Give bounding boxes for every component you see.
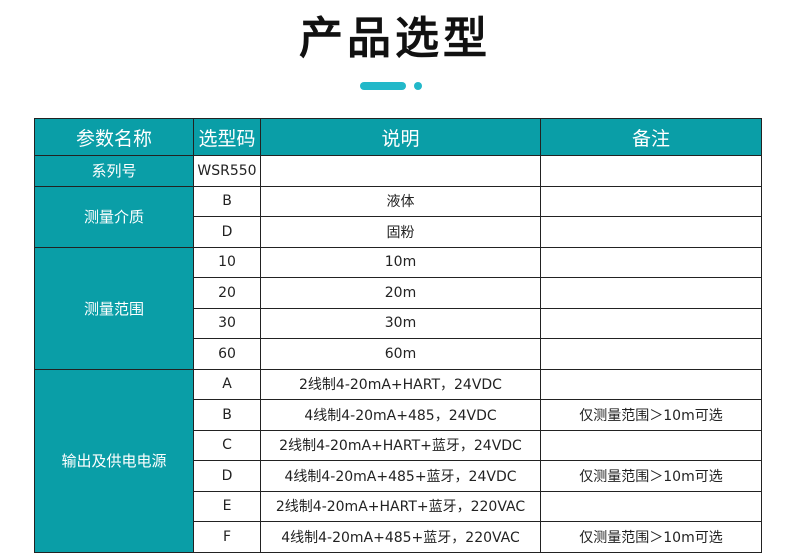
description-cell: 4线制4-20mA+485+蓝牙，220VAC (260, 521, 541, 553)
note-cell: 仅测量范围＞10m可选 (540, 399, 762, 431)
header-note: 备注 (540, 118, 762, 156)
table-row: 系列号 WSR550 (34, 155, 762, 187)
description-cell: 4线制4-20mA+485，24VDC (260, 399, 541, 431)
note-cell: 仅测量范围＞10m可选 (540, 460, 762, 492)
param-name: 测量介质 (34, 185, 194, 248)
description-cell (260, 155, 541, 187)
code-cell: D (193, 460, 261, 492)
table-row: 30 30m (35, 307, 762, 339)
note-cell (540, 155, 762, 187)
param-name: 系列号 (34, 155, 194, 187)
page-title: 产品选型 (299, 13, 491, 64)
description-cell: 20m (260, 277, 541, 309)
code-cell: 20 (193, 277, 261, 309)
note-cell (540, 185, 762, 217)
description-cell: 2线制4-20mA+HART+蓝牙，220VAC (260, 490, 541, 522)
table-row: 测量范围 10 10m (34, 246, 762, 370)
selection-table: 参数名称 选型码 说明 备注 系列号 WSR550 测量介质 B 液体 D 固粉 测量范围… (34, 118, 762, 553)
table-row: 60 60m (35, 338, 762, 370)
code-cell: D (193, 216, 261, 248)
note-cell (540, 277, 762, 309)
note-cell (540, 307, 762, 339)
description-cell: 4线制4-20mA+485+蓝牙，24VDC (260, 460, 541, 492)
code-cell: 60 (193, 338, 261, 370)
header-param-name: 参数名称 (34, 118, 194, 156)
code-cell: 10 (193, 246, 261, 278)
note-cell (540, 490, 762, 522)
table-row: 输出及供电电源 A 2线制4-20mA+HART，24VDC (34, 368, 762, 553)
description-cell: 60m (260, 338, 541, 370)
table-row: 测量介质 B 液体 (34, 185, 762, 248)
table-row: F 4线制4-20mA+485+蓝牙，220VAC 仅测量范围＞10m可选 (35, 521, 762, 553)
code-cell: A (193, 368, 261, 400)
description-cell: 固粉 (260, 216, 541, 248)
note-cell (540, 338, 762, 370)
note-cell: 仅测量范围＞10m可选 (540, 521, 762, 553)
description-cell: 30m (260, 307, 541, 339)
code-cell: WSR550 (193, 155, 261, 187)
code-cell: 30 (193, 307, 261, 339)
code-cell: B (193, 185, 261, 217)
table-row: E 2线制4-20mA+HART+蓝牙，220VAC (35, 490, 762, 522)
note-cell (540, 429, 762, 461)
description-cell: 液体 (260, 185, 541, 217)
code-cell: E (193, 490, 261, 522)
decorative-bar (360, 82, 406, 90)
header-code: 选型码 (193, 118, 261, 156)
code-cell: F (193, 521, 261, 553)
description-cell: 2线制4-20mA+HART，24VDC (260, 368, 541, 400)
param-name: 测量范围 (34, 246, 194, 370)
table-row: B 4线制4-20mA+485，24VDC 仅测量范围＞10m可选 (35, 399, 762, 431)
description-cell: 2线制4-20mA+HART+蓝牙，24VDC (260, 429, 541, 461)
code-cell: C (193, 429, 261, 461)
table-row: C 2线制4-20mA+HART+蓝牙，24VDC (35, 429, 762, 461)
table-row: D 4线制4-20mA+485+蓝牙，24VDC 仅测量范围＞10m可选 (35, 460, 762, 492)
note-cell (540, 216, 762, 248)
note-cell (540, 368, 762, 400)
note-cell (540, 246, 762, 278)
code-cell: B (193, 399, 261, 431)
decorative-dot (414, 82, 422, 90)
param-name: 输出及供电电源 (34, 368, 194, 553)
header-description: 说明 (260, 118, 541, 156)
description-cell: 10m (260, 246, 541, 278)
